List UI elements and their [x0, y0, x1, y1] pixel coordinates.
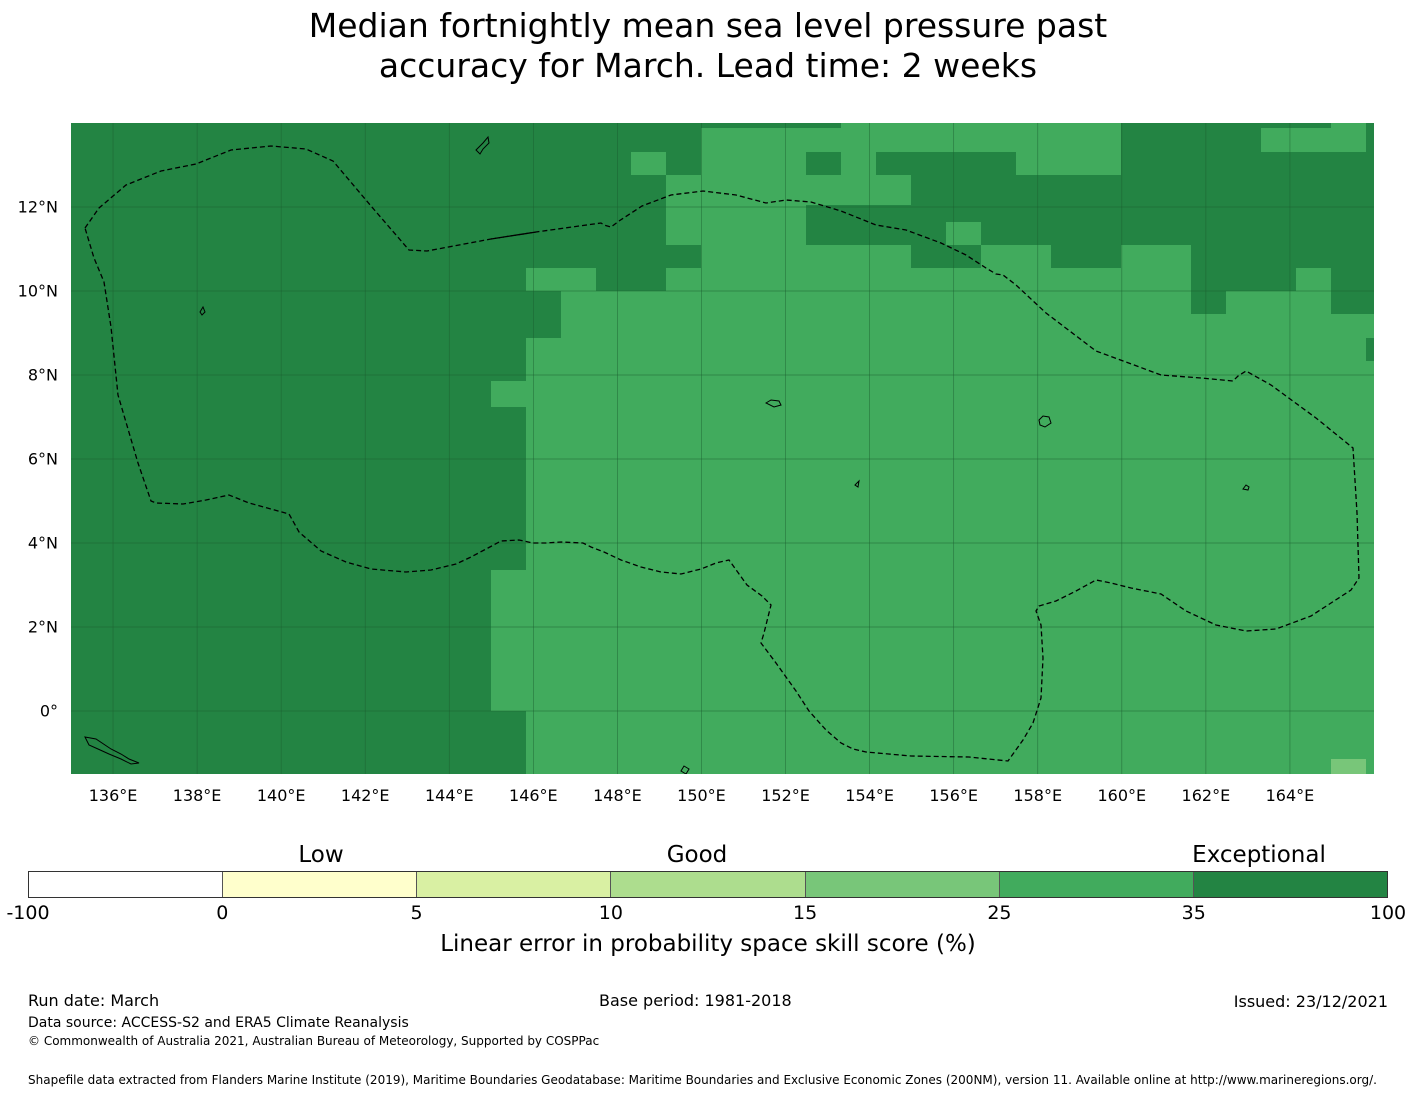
high-intrusion-2 [491, 570, 526, 688]
lat-label: 8°N [27, 365, 58, 385]
high-patch-5 [841, 128, 876, 152]
colorbar-segment [223, 872, 418, 897]
lat-label: 2°N [27, 617, 58, 637]
lon-label: 156°E [929, 786, 978, 805]
high-intrusion-1 [491, 381, 526, 407]
high-patch-8 [526, 268, 561, 291]
skill-score-cells [71, 123, 1374, 774]
lon-label: 138°E [172, 786, 222, 805]
colorbar-segment [805, 872, 1000, 897]
issued-date: Issued: 23/12/2021 [1233, 992, 1388, 1011]
eez-boundary [84, 145, 1360, 762]
exceptional-cell-c [491, 711, 526, 774]
lon-label: 162°E [1181, 786, 1231, 805]
colorbar-segment [611, 872, 806, 897]
exceptional-north-18 [1191, 128, 1261, 152]
colorbar-tick-label: 10 [598, 902, 623, 924]
colorbar-title: Linear error in probability space skill … [440, 931, 976, 957]
high-patch-11 [631, 152, 666, 175]
kosrae-island [1242, 484, 1250, 491]
chart-title: Median fortnightly mean sea level pressu… [0, 6, 1416, 86]
lon-label: 160°E [1097, 786, 1147, 805]
colorbar-segment [1193, 872, 1387, 897]
map-canvas[interactable] [71, 123, 1374, 774]
legend-category-good: Good [666, 842, 728, 868]
data-source: Data source: ACCESS-S2 and ERA5 Climate … [28, 1015, 409, 1031]
run-date: Run date: March [28, 991, 160, 1010]
lon-label: 150°E [677, 786, 726, 805]
high-patch-6 [1016, 152, 1051, 175]
exceptional-north-3 [631, 123, 666, 153]
colorbar-tick-label: 0 [216, 902, 229, 924]
lon-label: 154°E [845, 786, 894, 805]
exceptional-north-6 [701, 123, 841, 128]
lon-label: 140°E [256, 786, 306, 805]
high-patch-4 [1051, 123, 1121, 128]
map-panel[interactable] [71, 123, 1374, 774]
nukuoro-atoll [854, 479, 860, 488]
exceptional-west-strip2 [491, 407, 526, 570]
lat-label: 4°N [27, 533, 58, 553]
lon-label: 142°E [340, 786, 390, 805]
exceptional-cell-b [1331, 291, 1366, 314]
islands [84, 135, 1250, 774]
chuuk-islands [764, 399, 782, 408]
colorbar-tick-label: 100 [1369, 902, 1407, 924]
base-period: Base period: 1981-2018 [599, 991, 792, 1010]
high-patch-3 [1331, 123, 1366, 152]
exceptional-north-13 [1016, 205, 1051, 245]
graticule [71, 123, 1374, 774]
lon-label: 148°E [593, 786, 642, 805]
lat-label: 12°N [17, 197, 58, 217]
exceptional-west-strip [491, 123, 526, 381]
colorbar-tick-label: 5 [410, 902, 423, 924]
exceptional-north-4 [631, 245, 701, 268]
lat-label: 10°N [17, 281, 58, 301]
legend-category-low: Low [298, 842, 344, 868]
lat-label: 0° [39, 701, 58, 721]
lon-label: 164°E [1265, 786, 1315, 805]
exceptional-cell-a [1191, 291, 1226, 314]
copyright: © Commonwealth of Australia 2021, Austra… [28, 1034, 600, 1048]
colorbar-tick-label: 35 [1181, 902, 1206, 924]
colorbar-segment [999, 872, 1194, 897]
exceptional-north-12 [981, 152, 1016, 175]
png-islands-southwest [84, 736, 140, 765]
exceptional-north-9 [841, 222, 876, 245]
exceptional-north-15 [1121, 123, 1191, 268]
palau-eez-boundary [84, 145, 1360, 762]
high-patch-10 [981, 245, 1051, 268]
colorbar [28, 871, 1388, 898]
exceptional-north-7 [806, 152, 841, 175]
colorbar-segment [29, 872, 224, 897]
exceptional-north-14 [1051, 175, 1121, 268]
lon-label: 136°E [88, 786, 138, 805]
lon-label: 146°E [509, 786, 558, 805]
colorbar-tick-label: -100 [6, 902, 50, 924]
high-patch-9 [1121, 245, 1191, 268]
shapefile-credit: Shapefile data extracted from Flanders M… [28, 1073, 1377, 1087]
pohnpei-island [1038, 415, 1052, 428]
title-line-2: accuracy for March. Lead time: 2 weeks [378, 46, 1038, 85]
exceptional-east-cell [1366, 338, 1374, 361]
lon-label: 158°E [1013, 786, 1063, 805]
high-patch-7 [946, 222, 981, 245]
yap-island [199, 305, 206, 316]
high-patch-12 [1296, 268, 1331, 291]
colorbar-tick-label: 25 [987, 902, 1012, 924]
png-islands-south [680, 765, 690, 774]
guam-island [475, 135, 490, 155]
legend-category-exceptional: Exceptional [1192, 842, 1326, 868]
good-cell [1331, 759, 1366, 774]
exceptional-north-17 [1156, 152, 1191, 175]
colorbar-segment [417, 872, 612, 897]
exceptional-north-5 [666, 123, 701, 175]
lat-label: 6°N [27, 449, 58, 469]
high-intrusion-3 [491, 688, 526, 711]
title-line-1: Median fortnightly mean sea level pressu… [308, 6, 1108, 45]
colorbar-tick-label: 15 [793, 902, 818, 924]
high-patch-2 [1296, 128, 1331, 152]
lon-label: 152°E [761, 786, 810, 805]
lon-label: 144°E [424, 786, 474, 805]
